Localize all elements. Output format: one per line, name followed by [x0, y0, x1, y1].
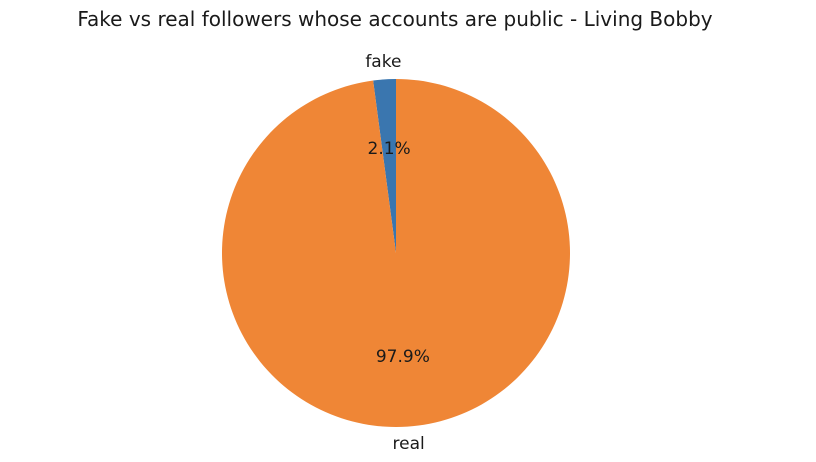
slice-label-real: real	[393, 434, 425, 454]
pie-slice-real	[221, 79, 570, 428]
slice-percent-fake: 2.1%	[368, 139, 411, 159]
slice-percent-real: 97.9%	[376, 347, 430, 367]
chart-title: Fake vs real followers whose accounts ar…	[77, 7, 712, 31]
pie-labels: fake 2.1% real 97.9%	[365, 52, 430, 454]
pie-slice-fake	[373, 79, 396, 253]
slice-label-fake: fake	[365, 52, 401, 72]
pie-slices	[221, 79, 570, 428]
